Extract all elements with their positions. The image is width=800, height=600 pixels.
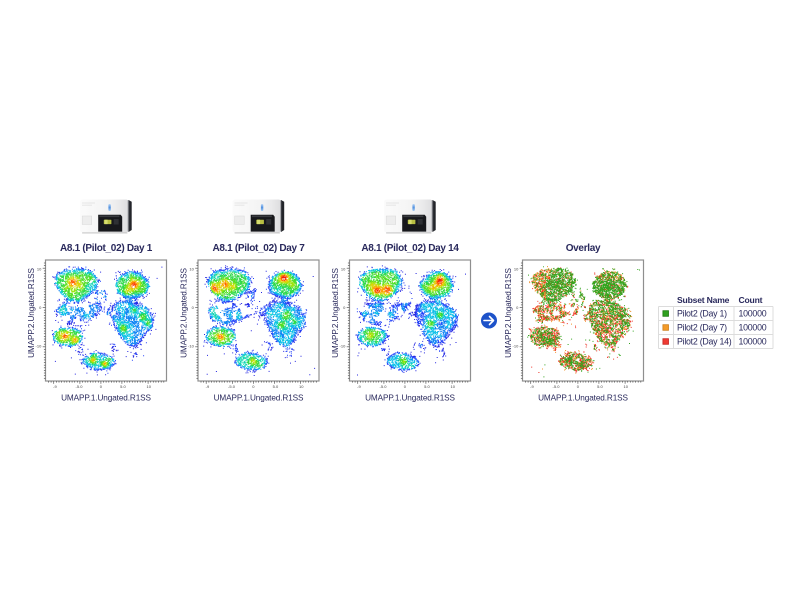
svg-text:UMAPP.1.Ungated.R1SS: UMAPP.1.Ungated.R1SS (365, 394, 455, 403)
svg-text:UMAPP.1.Ungated.R1SS: UMAPP.1.Ungated.R1SS (61, 394, 151, 403)
svg-text:A8.1 (Pilot_02) Day 14: A8.1 (Pilot_02) Day 14 (361, 243, 459, 254)
svg-text:-10: -10 (36, 344, 43, 349)
svg-text:-9: -9 (357, 384, 361, 389)
svg-text:UMAPP.2.Ungated.R1SS: UMAPP.2.Ungated.R1SS (504, 267, 513, 357)
svg-text:A8.1 (Pilot_02) Day 1: A8.1 (Pilot_02) Day 1 (60, 243, 153, 254)
svg-text:0: 0 (404, 384, 407, 389)
svg-text:UMAPP.1.Ungated.R1SS: UMAPP.1.Ungated.R1SS (538, 394, 628, 403)
svg-text:UMAPP.2.Ungated.R1SS: UMAPP.2.Ungated.R1SS (180, 267, 189, 357)
svg-text:5.0: 5.0 (597, 384, 603, 389)
svg-text:10: 10 (37, 266, 42, 271)
svg-text:-10: -10 (513, 344, 520, 349)
svg-text:Pilot2 (Day 1): Pilot2 (Day 1) (677, 309, 727, 319)
svg-text:Subset Name: Subset Name (677, 295, 730, 305)
svg-text:0: 0 (516, 305, 519, 310)
svg-text:-5.0: -5.0 (380, 384, 388, 389)
svg-text:5.0: 5.0 (273, 384, 279, 389)
svg-text:0: 0 (252, 384, 255, 389)
svg-text:UMAPP.2.Ungated.R1SS: UMAPP.2.Ungated.R1SS (27, 267, 36, 357)
svg-text:-5.0: -5.0 (553, 384, 561, 389)
svg-text:10: 10 (341, 266, 346, 271)
svg-text:10: 10 (450, 384, 455, 389)
svg-text:-9: -9 (530, 384, 534, 389)
svg-text:Count: Count (739, 295, 763, 305)
svg-text:UMAPP.2.Ungated.R1SS: UMAPP.2.Ungated.R1SS (331, 267, 340, 357)
svg-text:10: 10 (146, 384, 151, 389)
svg-text:Pilot2 (Day 7): Pilot2 (Day 7) (677, 323, 727, 333)
svg-text:A8.1 (Pilot_02) Day 7: A8.1 (Pilot_02) Day 7 (212, 243, 305, 254)
svg-text:100000: 100000 (739, 337, 767, 347)
svg-text:5.0: 5.0 (424, 384, 430, 389)
svg-text:-10: -10 (340, 344, 347, 349)
svg-text:0: 0 (577, 384, 580, 389)
svg-text:0: 0 (39, 305, 42, 310)
svg-text:10: 10 (189, 266, 194, 271)
svg-text:UMAPP.1.Ungated.R1SS: UMAPP.1.Ungated.R1SS (214, 394, 304, 403)
svg-text:100000: 100000 (739, 323, 767, 333)
svg-text:Overlay: Overlay (566, 243, 601, 254)
svg-text:5.0: 5.0 (120, 384, 126, 389)
svg-text:Pilot2 (Day 14): Pilot2 (Day 14) (677, 337, 732, 347)
svg-text:10: 10 (514, 266, 519, 271)
svg-text:-9: -9 (53, 384, 57, 389)
svg-text:-5.0: -5.0 (228, 384, 236, 389)
svg-text:100000: 100000 (739, 309, 767, 319)
svg-text:10: 10 (299, 384, 304, 389)
svg-text:0: 0 (192, 305, 195, 310)
svg-text:10: 10 (623, 384, 628, 389)
svg-text:0: 0 (343, 305, 346, 310)
svg-text:0: 0 (100, 384, 103, 389)
svg-text:-9: -9 (206, 384, 210, 389)
svg-text:-5.0: -5.0 (76, 384, 84, 389)
svg-text:-10: -10 (188, 344, 195, 349)
